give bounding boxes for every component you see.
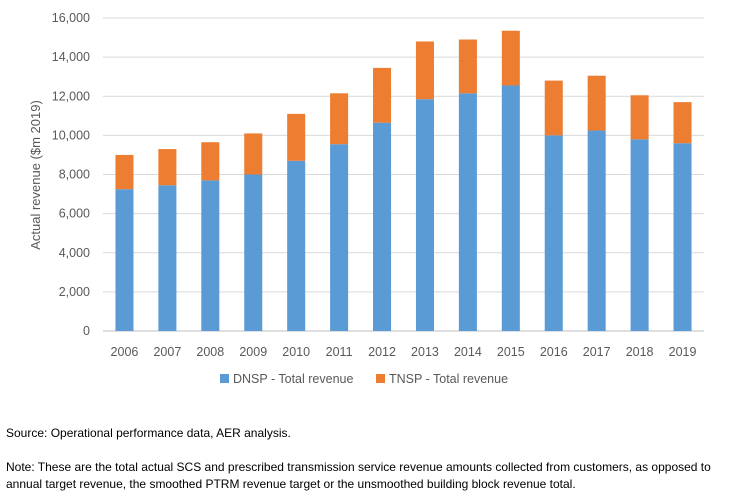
tnsp-bar-2014 <box>458 39 477 94</box>
dnsp-bar-2015 <box>501 85 520 331</box>
tnsp-bar-2016 <box>544 80 563 136</box>
x-tick-label: 2013 <box>411 345 439 359</box>
x-tick-label: 2006 <box>111 345 139 359</box>
tnsp-bar-2008 <box>201 142 220 181</box>
dnsp-bar-2018 <box>630 139 649 331</box>
x-tick-label: 2019 <box>669 345 697 359</box>
tnsp-bar-2013 <box>415 41 434 100</box>
y-tick-label: 4,000 <box>59 246 90 260</box>
x-tick-label: 2018 <box>626 345 654 359</box>
y-axis-ticks: 0 2,000 4,000 6,000 8,000 10,000 12,000 14,000 1… <box>52 11 90 338</box>
y-tick-label: 0 <box>83 324 90 338</box>
dnsp-bar-2010 <box>287 160 306 331</box>
explanatory-note: Note: These are the total actual SCS and… <box>6 460 711 491</box>
x-tick-label: 2015 <box>497 345 525 359</box>
x-tick-label: 2012 <box>368 345 396 359</box>
y-tick-label: 8,000 <box>59 168 90 182</box>
tnsp-bar-2010 <box>287 113 306 161</box>
x-tick-label: 2016 <box>540 345 568 359</box>
legend-swatch <box>376 374 385 383</box>
x-tick-label: 2009 <box>239 345 267 359</box>
y-tick-label: 14,000 <box>52 50 90 64</box>
y-tick-label: 6,000 <box>59 207 90 221</box>
x-axis-ticks: 2006 2007 2008 2009 2010 2011 2012 2013 2014 2015… <box>111 345 697 359</box>
dnsp-bar-2011 <box>330 144 349 331</box>
x-tick-label: 2010 <box>282 345 310 359</box>
dnsp-bar-2019 <box>673 143 692 331</box>
revenue-chart: 0 2,000 4,000 6,000 8,000 10,000 12,000 14,000 1… <box>28 11 704 386</box>
x-tick-label: 2008 <box>196 345 224 359</box>
legend: DNSP - Total revenue TNSP - Total revenue <box>220 372 508 386</box>
dnsp-bar-2009 <box>244 174 263 331</box>
tnsp-bar-2017 <box>587 75 606 131</box>
dnsp-bar-2017 <box>587 130 606 331</box>
tnsp-bar-2006 <box>115 154 134 190</box>
x-tick-label: 2007 <box>153 345 181 359</box>
y-tick-label: 12,000 <box>52 89 90 103</box>
dnsp-bar-2013 <box>415 99 434 331</box>
tnsp-bar-2012 <box>373 67 392 123</box>
legend-swatch <box>220 374 229 383</box>
tnsp-bar-2007 <box>158 149 177 186</box>
x-tick-label: 2014 <box>454 345 482 359</box>
dnsp-bar-2016 <box>544 135 563 331</box>
tnsp-bar-2011 <box>330 93 349 145</box>
x-tick-label: 2011 <box>326 345 353 359</box>
gridlines <box>103 17 704 332</box>
y-axis-label: Actual revenue ($m 2019) <box>28 100 43 250</box>
dnsp-bar-2008 <box>201 180 220 331</box>
dnsp-bar-2014 <box>458 93 477 331</box>
y-tick-label: 16,000 <box>52 11 90 25</box>
dnsp-bar-2012 <box>373 122 392 331</box>
y-tick-label: 10,000 <box>52 128 90 142</box>
legend-label: TNSP - Total revenue <box>389 372 508 386</box>
y-tick-label: 2,000 <box>59 285 90 299</box>
bars <box>115 30 692 331</box>
tnsp-bar-2015 <box>501 30 520 86</box>
tnsp-bar-2019 <box>673 102 692 144</box>
dnsp-bar-2007 <box>158 185 177 331</box>
tnsp-bar-2018 <box>630 95 649 140</box>
legend-label: DNSP - Total revenue <box>233 372 353 386</box>
tnsp-bar-2009 <box>244 133 263 175</box>
source-note: Source: Operational performance data, AE… <box>6 426 291 440</box>
dnsp-bar-2006 <box>115 189 134 331</box>
x-tick-label: 2017 <box>583 345 611 359</box>
